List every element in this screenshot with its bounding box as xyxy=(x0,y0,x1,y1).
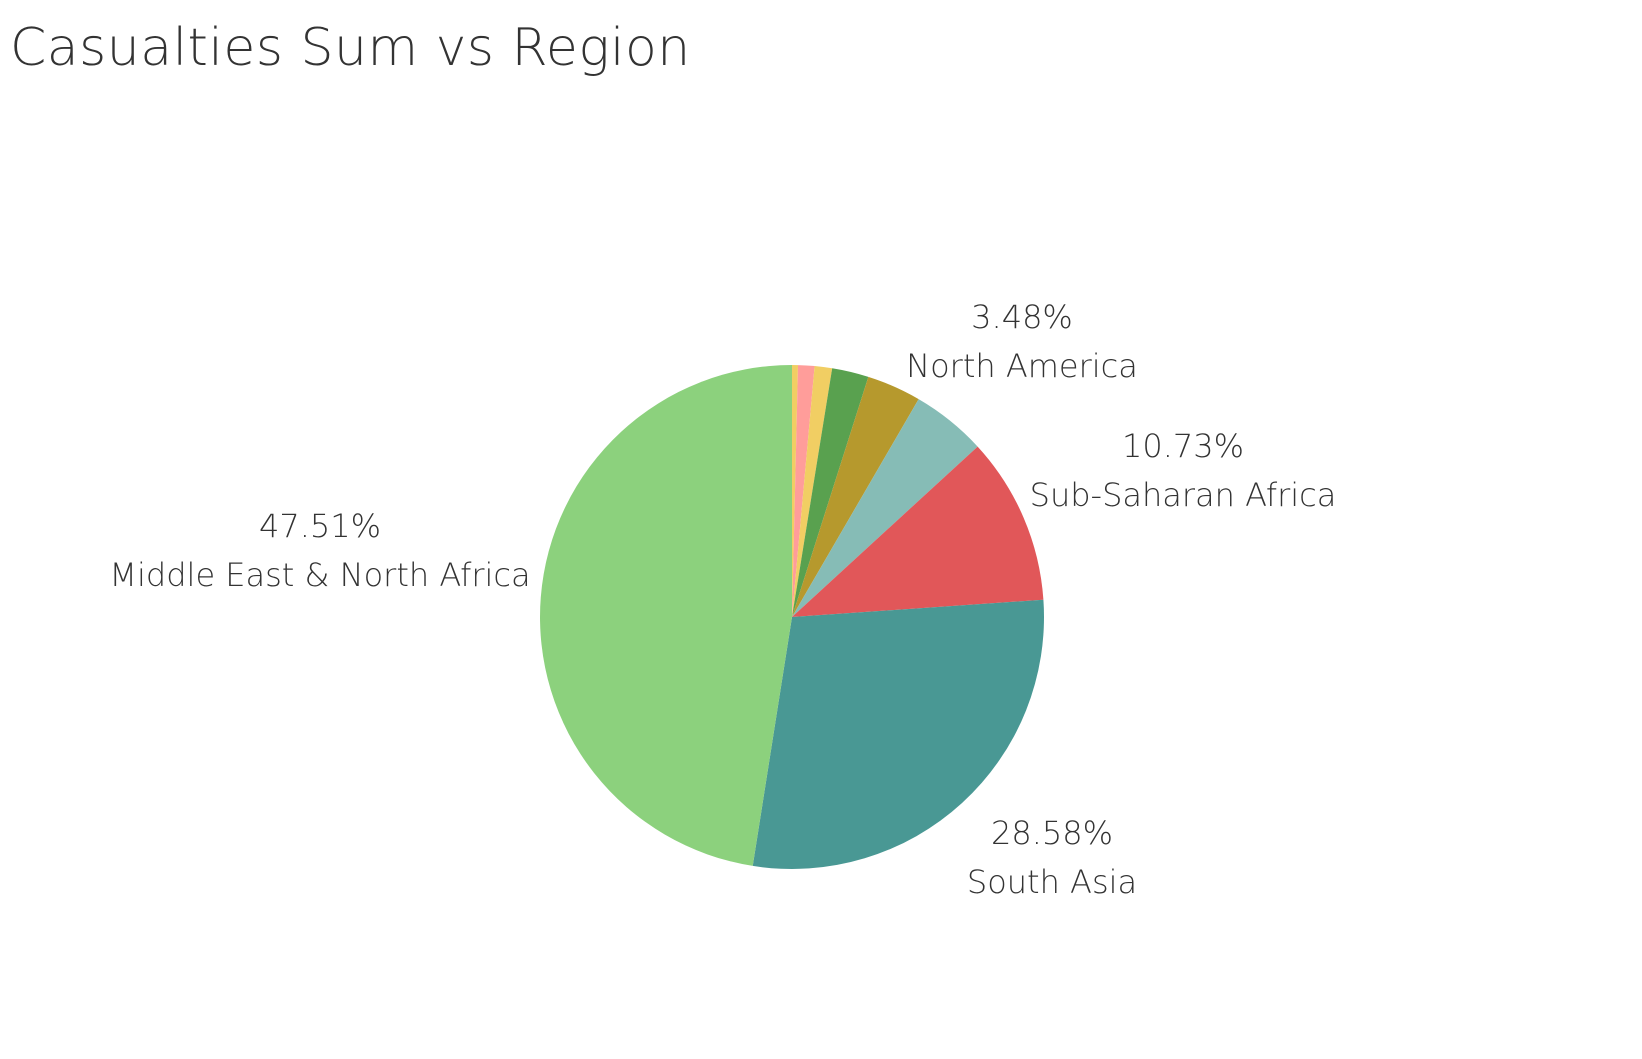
pie-slice-north-america[interactable] xyxy=(792,376,919,617)
pie-slice-5[interactable] xyxy=(792,399,978,617)
slice-category-label: Sub-Saharan Africa xyxy=(1030,476,1337,514)
pie-slice-3[interactable] xyxy=(792,368,869,617)
pie-slices xyxy=(540,364,1045,869)
slice-percent-label: 47.51% xyxy=(259,507,381,545)
slice-label: 47.51% Middle East & North Africa xyxy=(109,507,530,594)
chart-title: Casualties Sum vs Region xyxy=(10,18,691,78)
pie-slice-middle-east-north-africa[interactable] xyxy=(540,365,792,866)
slice-percent-label: 3.48% xyxy=(971,298,1073,336)
pie-slice-1[interactable] xyxy=(792,365,815,617)
pie-labels: 3.48% North America 10.73% Sub-Saharan Afri… xyxy=(109,298,1336,901)
slice-category-label: South Asia xyxy=(967,863,1137,901)
slice-label: 28.58% South Asia xyxy=(967,814,1137,901)
pie-slice-2[interactable] xyxy=(792,366,833,617)
pie-slice-0[interactable] xyxy=(792,364,799,617)
slice-label: 10.73% Sub-Saharan Africa xyxy=(1030,427,1337,514)
slice-percent-label: 28.58% xyxy=(991,814,1113,852)
slice-category-label: Middle East & North Africa xyxy=(109,556,530,594)
slice-label: 3.48% North America xyxy=(906,298,1138,385)
slice-category-label: North America xyxy=(906,347,1138,385)
pie-slice-sub-saharan-africa[interactable] xyxy=(792,446,1044,617)
slice-percent-label: 10.73% xyxy=(1122,427,1244,465)
pie-slice-south-asia[interactable] xyxy=(752,599,1045,869)
